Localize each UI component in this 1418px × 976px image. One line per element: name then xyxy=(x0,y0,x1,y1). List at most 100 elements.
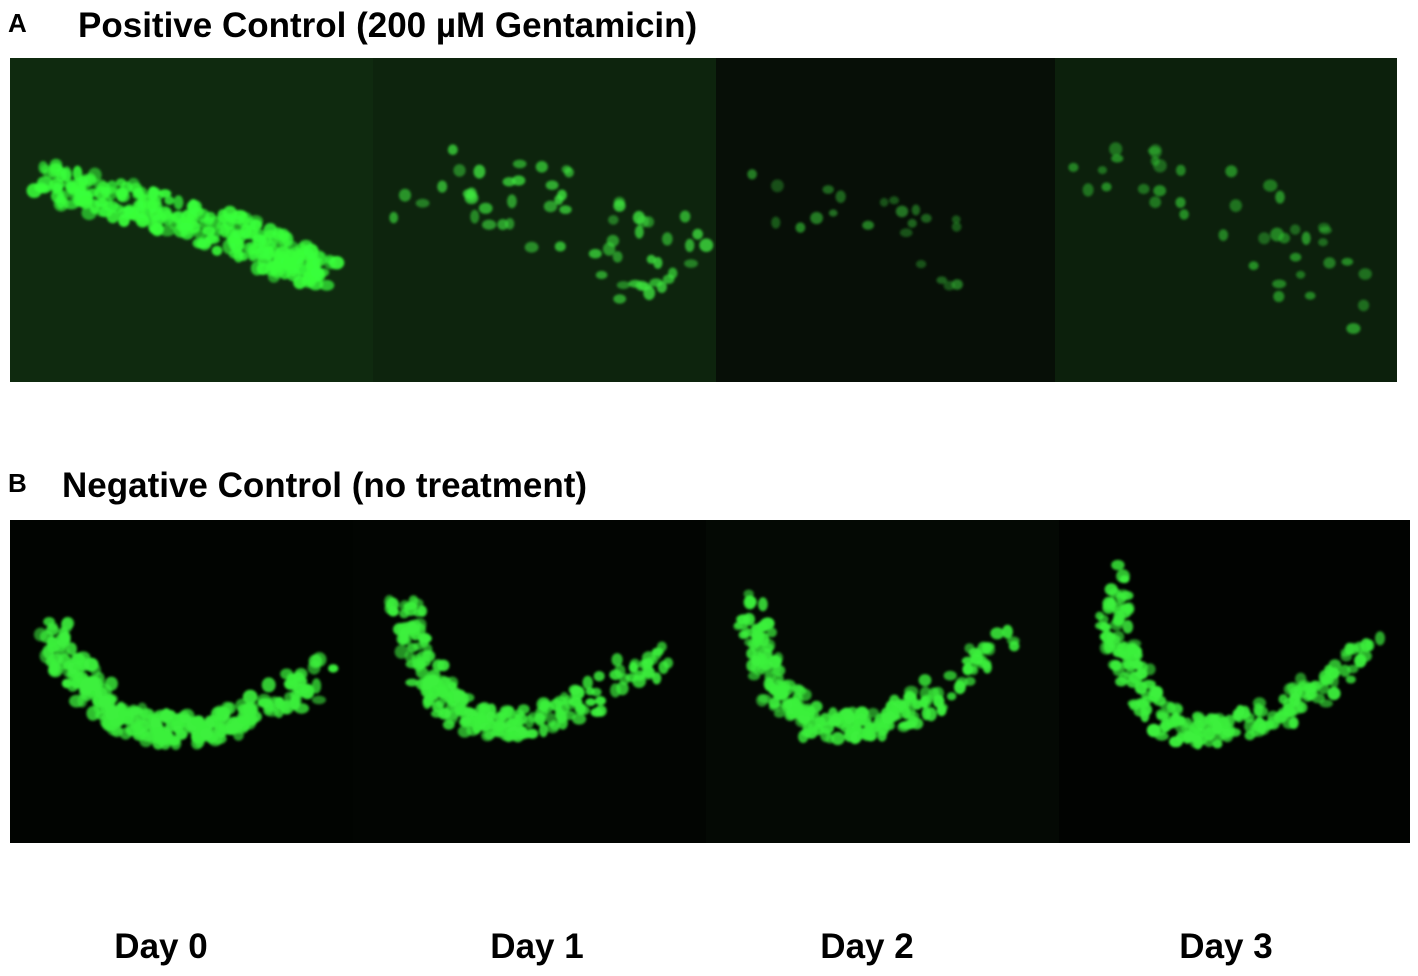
hair-cell xyxy=(1179,209,1189,220)
hair-cell xyxy=(285,240,299,254)
hair-cell xyxy=(946,692,957,701)
hair-cell xyxy=(1248,261,1259,271)
hair-cell xyxy=(77,175,89,187)
hair-cell xyxy=(628,279,643,288)
cells xyxy=(747,169,963,291)
hair-cell xyxy=(447,144,458,155)
hair-cell xyxy=(79,195,92,207)
hair-cell xyxy=(872,718,884,728)
hair-cell xyxy=(164,196,175,205)
hair-cell xyxy=(611,653,623,667)
hair-cell xyxy=(52,182,63,195)
hair-cell xyxy=(895,205,909,218)
hair-cell xyxy=(910,717,924,730)
cells xyxy=(26,158,345,291)
hair-cell xyxy=(898,700,909,712)
hair-cell xyxy=(432,700,444,713)
hair-cell xyxy=(1104,599,1116,608)
hair-cell xyxy=(256,263,269,275)
hair-cell xyxy=(1273,290,1285,303)
hair-cell xyxy=(116,189,128,202)
hair-cell xyxy=(613,199,626,212)
hair-cell xyxy=(66,642,77,656)
hair-cell xyxy=(1282,718,1296,729)
hair-cell xyxy=(1278,232,1291,244)
hair-cell xyxy=(449,702,459,711)
hair-cell xyxy=(483,731,496,740)
hair-cell xyxy=(766,627,777,638)
hair-cell xyxy=(679,210,691,223)
hair-cell xyxy=(1148,685,1159,697)
hair-cell xyxy=(290,689,302,700)
hair-cell xyxy=(809,717,822,731)
hair-cell xyxy=(173,195,184,210)
hair-cell xyxy=(148,187,161,196)
hair-cell xyxy=(280,700,291,714)
hair-cell xyxy=(242,689,258,704)
hair-cell xyxy=(879,197,889,207)
hair-cell xyxy=(50,189,65,203)
hair-cell xyxy=(160,731,173,743)
hair-cell xyxy=(1267,720,1279,729)
hair-cell xyxy=(252,234,267,247)
hair-cell xyxy=(505,218,515,230)
hair-cell xyxy=(1111,559,1125,571)
hair-cell xyxy=(1192,735,1203,750)
hair-cell xyxy=(747,169,757,180)
hair-cell xyxy=(968,665,979,675)
hair-cell xyxy=(1175,164,1186,176)
cells xyxy=(1095,559,1385,750)
hair-cell xyxy=(178,222,193,232)
hair-cell xyxy=(1002,624,1013,639)
hair-cell xyxy=(764,670,776,683)
hair-cell xyxy=(1122,656,1133,668)
hair-cell xyxy=(118,706,131,722)
hair-cell xyxy=(394,644,409,659)
hair-cell xyxy=(668,267,678,279)
hair-cell xyxy=(175,729,188,740)
hair-cell xyxy=(462,189,475,199)
hair-cell xyxy=(188,199,199,215)
hair-cell xyxy=(398,188,412,202)
hair-cell xyxy=(699,238,714,252)
hair-cell xyxy=(437,659,450,672)
hair-cell xyxy=(1112,666,1125,677)
hair-cell xyxy=(616,681,629,696)
hair-cell xyxy=(1098,614,1109,624)
column-label: Day 3 xyxy=(1179,927,1272,966)
hair-cell xyxy=(889,196,899,205)
hair-cell xyxy=(851,714,861,726)
hair-cell xyxy=(768,697,781,709)
hair-cell xyxy=(651,648,662,660)
hair-cell xyxy=(822,185,834,194)
hair-cell xyxy=(554,241,566,252)
hair-cell xyxy=(1112,606,1124,616)
hair-cell xyxy=(442,719,455,730)
hair-cell xyxy=(1212,720,1222,735)
hair-cell xyxy=(415,198,430,208)
hair-cell xyxy=(628,661,639,673)
hair-cell xyxy=(312,258,325,268)
hair-cell xyxy=(1297,682,1309,691)
hair-cell xyxy=(231,229,246,238)
micrograph xyxy=(706,520,1059,843)
hair-cell xyxy=(1099,622,1111,632)
hair-cell xyxy=(434,686,447,695)
micrograph-background xyxy=(706,520,1059,843)
hair-cell xyxy=(286,267,301,282)
hair-cell xyxy=(502,177,516,187)
hair-cell xyxy=(102,695,113,707)
hair-cell xyxy=(756,694,769,707)
hair-cell xyxy=(785,697,800,709)
hair-cell xyxy=(595,270,608,280)
hair-cell xyxy=(147,722,159,733)
hair-cell xyxy=(71,652,86,667)
hair-cell xyxy=(649,278,663,287)
hair-cell xyxy=(419,677,433,691)
hair-cell xyxy=(810,211,823,225)
hair-cell xyxy=(593,671,605,682)
hair-cell xyxy=(588,248,602,259)
hair-cell xyxy=(139,708,155,719)
hair-cell xyxy=(744,596,757,608)
hair-cell xyxy=(915,260,927,269)
